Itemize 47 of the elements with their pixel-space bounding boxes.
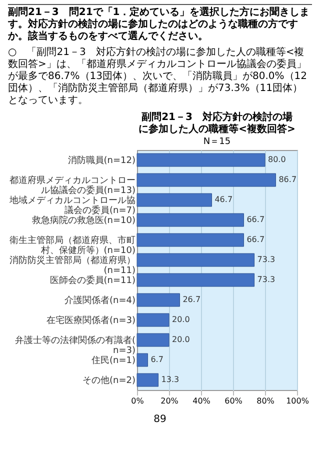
data-label: 20.0 <box>172 315 190 324</box>
chart-title: 副問21－3 対応方針の検討の場に参加した人の職種等<複数回答> <box>138 111 296 135</box>
chart-subtitle: N＝15 <box>203 137 231 147</box>
y-tick-label: 地域メディカルコントロール協議会の委員(n=7) <box>8 195 136 216</box>
data-label: 20.0 <box>172 335 190 344</box>
bar <box>136 313 170 327</box>
bar <box>136 373 159 387</box>
data-label: 73.3 <box>257 275 276 284</box>
y-tick-label: 在宅医療関係者(n=3) <box>46 315 136 326</box>
bar <box>136 173 276 187</box>
x-tick-label: 100% <box>286 396 310 406</box>
bar <box>136 273 255 287</box>
data-label: 66.7 <box>246 215 265 224</box>
bar <box>136 353 148 367</box>
text: 89 <box>152 414 168 425</box>
y-tick-label: 医師会の委員(n=11) <box>50 275 136 286</box>
text: ○ 「副問21－3 対応方針の検討の場に参加した人の職種等<複数回答>」は、「都道府県メディカルコントロール協議会の委員」が最多で86.7%（13団体）、次いで、「消防職員」が80.0%（12団体）、「消防防災主管部局（都道府県）」が73.3%（11団体）となっています。 <box>8 47 308 107</box>
data-label: 6.7 <box>150 355 164 364</box>
bar <box>136 253 255 267</box>
bar <box>136 193 212 207</box>
x-tick-label: 0% <box>131 396 144 406</box>
x-tick-label: 80% <box>256 396 275 406</box>
bar <box>136 153 266 167</box>
bar <box>136 233 244 247</box>
y-tick-label: その他(n=2) <box>82 375 136 386</box>
data-label: 13.3 <box>161 375 180 384</box>
data-label: 80.0 <box>268 155 286 164</box>
y-tick-label: 消防防災主管部局（都道府県）(n=11) <box>10 255 136 276</box>
y-tick-label: 救急病院の救急医(n=10) <box>30 215 136 226</box>
bar <box>136 213 244 227</box>
data-label: 86.7 <box>278 175 297 184</box>
data-label: 73.3 <box>257 255 276 264</box>
text: 副問21－3 問21で「1．定めている」を選択した方にお聞きします。対応方針の検討の場に参加したのはどのような職種の方ですか。該当するものをすべて選んでください。 <box>8 4 312 43</box>
data-label: 66.7 <box>246 235 265 244</box>
data-label: 26.7 <box>182 295 201 304</box>
y-tick-label: 衛生主管部局（都道府県、市町村、保健所等）(n=10) <box>10 235 136 256</box>
y-tick-label: 弁護士等の法律関係の有識者(n=3) <box>14 335 136 356</box>
bar <box>136 333 170 347</box>
x-tick-label: 60% <box>224 396 243 406</box>
x-tick-label: 40% <box>192 396 211 406</box>
y-tick-label: 消防職員(n=12) <box>68 155 136 166</box>
data-label: 46.7 <box>214 195 233 204</box>
bar <box>136 293 180 307</box>
x-tick-label: 20% <box>160 396 179 406</box>
y-tick-label: 住民(n=1) <box>92 355 136 366</box>
y-tick-label: 都道府県メディカルコントロール協議会の委員(n=13) <box>10 175 136 196</box>
y-tick-label: 介護関係者(n=4) <box>64 295 136 306</box>
